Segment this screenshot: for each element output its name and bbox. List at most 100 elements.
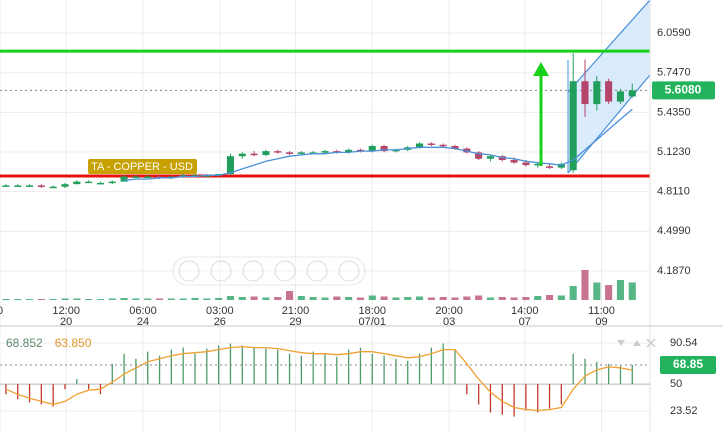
candle-body <box>475 152 483 159</box>
volume-bar <box>191 298 199 300</box>
x-tick-label: 14:00 <box>511 305 539 317</box>
nav-button[interactable] <box>210 260 232 282</box>
volume-bar <box>557 295 565 300</box>
volume-bar <box>37 299 45 300</box>
volume-bar <box>356 297 364 300</box>
volume-bar <box>451 297 459 300</box>
y-tick-label: 4.8110 <box>657 186 690 198</box>
volume-bar <box>226 296 234 300</box>
nav-button[interactable] <box>338 260 360 282</box>
volume-bar <box>345 297 353 300</box>
channel-edge <box>567 74 651 174</box>
volume-bar <box>132 298 140 300</box>
candle-body <box>203 175 211 177</box>
navigation <box>172 256 366 286</box>
candle-body <box>451 146 459 149</box>
last-price-label: 5.6080 <box>665 83 702 97</box>
volume-bar <box>250 296 258 300</box>
volume-bar <box>85 299 93 300</box>
volume-bar <box>203 298 211 300</box>
candle-body <box>26 185 34 187</box>
x-tick-label: 11:00 <box>588 305 615 317</box>
nav-button[interactable] <box>306 260 328 282</box>
volume-bar <box>274 297 282 300</box>
x-tick-label: 03:00 <box>206 305 234 317</box>
volume-bar <box>96 299 104 300</box>
candle-body <box>427 143 435 145</box>
candle-body <box>108 181 116 184</box>
nav-button[interactable] <box>178 260 200 282</box>
volume-bar <box>333 296 341 300</box>
volume-bar <box>616 280 624 300</box>
candle-body <box>61 184 69 187</box>
y-tick-label: 90.54 <box>670 337 698 349</box>
candle-body <box>439 144 447 147</box>
legend-entry: 68.852 <box>6 336 43 350</box>
volume-bar <box>392 297 400 300</box>
candle-body <box>238 153 246 157</box>
volume-bar <box>2 299 10 300</box>
candle-body <box>522 162 530 166</box>
arrow <box>533 62 549 166</box>
volume-bar <box>144 298 152 300</box>
x-tick-label: 0 <box>0 305 3 317</box>
x-tick-sublabel: 24 <box>137 316 149 328</box>
nav-button[interactable] <box>242 260 264 282</box>
signal-line <box>5 345 633 412</box>
x-tick-sublabel: 29 <box>289 316 301 328</box>
candle-body <box>120 176 128 182</box>
y-tick-label: 23.52 <box>670 405 698 417</box>
volume-bar <box>510 297 518 300</box>
candle-body <box>593 81 601 105</box>
volume-bar <box>73 298 81 300</box>
volume-bar <box>404 297 412 300</box>
x-tick-label: 06:00 <box>129 305 157 317</box>
candle-body <box>96 182 104 185</box>
volume-bar <box>439 297 447 300</box>
volume-bar <box>416 296 424 300</box>
volume-bar <box>605 285 613 300</box>
x-tick-sublabel: 09 <box>595 316 607 328</box>
nav-button[interactable] <box>274 260 296 282</box>
chart-title: TA - COPPER - USD <box>91 161 193 173</box>
candle-body <box>262 151 270 155</box>
candle-body <box>581 81 589 105</box>
candle-body <box>274 151 282 153</box>
pane-controls[interactable] <box>617 338 656 348</box>
candle-body <box>380 146 388 152</box>
y-tick-label: 4.1870 <box>657 265 691 277</box>
y-tick-label: 5.4350 <box>657 106 691 118</box>
volume-bar <box>167 298 175 300</box>
x-tick-label: 12:00 <box>52 305 80 317</box>
candle-body <box>250 153 258 156</box>
x-tick-sublabel: 07/01 <box>359 316 387 328</box>
volume-bar <box>49 299 57 300</box>
last-price-tag <box>652 81 715 100</box>
candle-body <box>132 176 140 179</box>
candle-body <box>534 163 542 166</box>
candle-body <box>14 185 22 187</box>
x-tick-label: 18:00 <box>359 305 387 317</box>
y-tick-label: 50 <box>670 378 682 390</box>
candle-body <box>392 149 400 152</box>
candle-body <box>144 176 152 179</box>
y-tick-label: 5.7470 <box>657 67 691 79</box>
x-tick-sublabel: 03 <box>443 316 455 328</box>
volume-bar <box>498 297 506 300</box>
volume-bar <box>628 282 636 300</box>
candle-body <box>49 186 57 189</box>
candle-body <box>37 185 45 187</box>
x-tick-sublabel: 20 <box>60 316 72 328</box>
x-tick-label: 20:00 <box>435 305 463 317</box>
volume-bar <box>581 270 589 300</box>
candle-body <box>486 156 494 159</box>
volume-bar <box>380 296 388 300</box>
volume-bar <box>179 298 187 300</box>
candle-body <box>569 81 577 171</box>
volume-bar <box>297 296 305 300</box>
y-tick-label: 6.0590 <box>657 27 691 39</box>
candle-body <box>345 149 353 153</box>
volume-bar <box>262 297 270 300</box>
volume-bar <box>156 298 164 300</box>
